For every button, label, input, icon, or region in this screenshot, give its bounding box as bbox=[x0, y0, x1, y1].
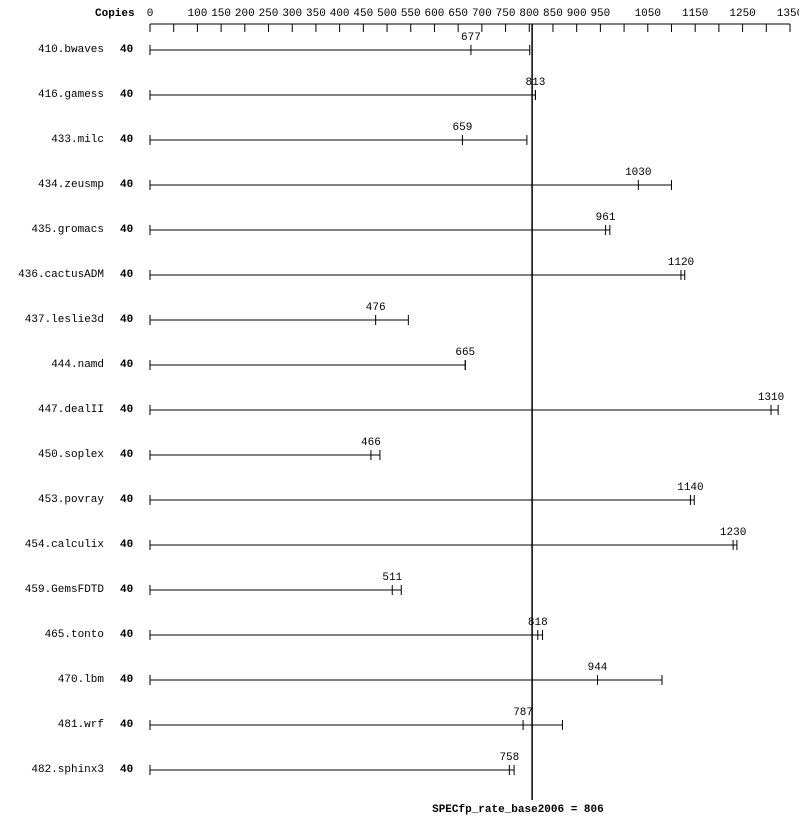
copies-value: 40 bbox=[120, 269, 133, 281]
copies-header: Copies bbox=[95, 8, 135, 20]
bench-name: 447.dealII bbox=[38, 404, 104, 416]
value-label: 961 bbox=[596, 212, 616, 224]
x-tick-label: 100 bbox=[188, 8, 208, 20]
x-tick-label: 900 bbox=[567, 8, 587, 20]
copies-value: 40 bbox=[120, 224, 133, 236]
x-tick-label: 200 bbox=[235, 8, 255, 20]
x-tick-label: 800 bbox=[519, 8, 539, 20]
x-tick-label: 450 bbox=[353, 8, 373, 20]
value-label: 476 bbox=[366, 302, 386, 314]
bench-name: 482.sphinx3 bbox=[31, 764, 104, 776]
copies-value: 40 bbox=[120, 44, 133, 56]
value-label: 813 bbox=[526, 77, 546, 89]
value-label: 466 bbox=[361, 437, 381, 449]
copies-value: 40 bbox=[120, 449, 133, 461]
bench-name: 436.cactusADM bbox=[18, 269, 104, 281]
baseline-label: SPECfp_rate_base2006 = 806 bbox=[432, 804, 604, 816]
bench-name: 444.namd bbox=[51, 359, 104, 371]
value-label: 944 bbox=[588, 662, 608, 674]
x-tick-label: 350 bbox=[306, 8, 326, 20]
copies-value: 40 bbox=[120, 584, 133, 596]
bench-name: 435.gromacs bbox=[31, 224, 104, 236]
x-tick-label: 850 bbox=[543, 8, 563, 20]
copies-value: 40 bbox=[120, 674, 133, 686]
copies-value: 40 bbox=[120, 764, 133, 776]
x-tick-label: 650 bbox=[448, 8, 468, 20]
bench-name: 450.soplex bbox=[38, 449, 104, 461]
x-tick-label: 1250 bbox=[729, 8, 755, 20]
copies-value: 40 bbox=[120, 629, 133, 641]
value-label: 1310 bbox=[758, 392, 784, 404]
value-label: 787 bbox=[513, 707, 533, 719]
value-label: 511 bbox=[382, 572, 402, 584]
value-label: 1140 bbox=[677, 482, 703, 494]
copies-value: 40 bbox=[120, 719, 133, 731]
bench-name: 470.lbm bbox=[58, 674, 104, 686]
x-tick-label: 500 bbox=[377, 8, 397, 20]
x-tick-label: 750 bbox=[496, 8, 516, 20]
spec-chart: 0100150200250300350400450500550600650700… bbox=[0, 0, 799, 831]
bench-name: 434.zeusmp bbox=[38, 179, 104, 191]
copies-value: 40 bbox=[120, 539, 133, 551]
copies-value: 40 bbox=[120, 134, 133, 146]
value-label: 1030 bbox=[625, 167, 651, 179]
copies-value: 40 bbox=[120, 179, 133, 191]
x-tick-label: 250 bbox=[259, 8, 279, 20]
bench-name: 465.tonto bbox=[45, 629, 104, 641]
bench-name: 437.leslie3d bbox=[25, 314, 104, 326]
copies-value: 40 bbox=[120, 89, 133, 101]
value-label: 677 bbox=[461, 32, 481, 44]
copies-value: 40 bbox=[120, 359, 133, 371]
bench-name: 410.bwaves bbox=[38, 44, 104, 56]
value-label: 1120 bbox=[668, 257, 694, 269]
x-tick-label: 950 bbox=[590, 8, 610, 20]
x-tick-label: 1150 bbox=[682, 8, 708, 20]
x-tick-label: 0 bbox=[147, 8, 154, 20]
x-tick-label: 400 bbox=[330, 8, 350, 20]
x-tick-label: 600 bbox=[425, 8, 445, 20]
copies-value: 40 bbox=[120, 314, 133, 326]
x-tick-label: 150 bbox=[211, 8, 231, 20]
copies-value: 40 bbox=[120, 404, 133, 416]
value-label: 665 bbox=[455, 347, 475, 359]
value-label: 659 bbox=[453, 122, 473, 134]
bench-name: 416.gamess bbox=[38, 89, 104, 101]
bench-name: 481.wrf bbox=[58, 719, 104, 731]
value-label: 1230 bbox=[720, 527, 746, 539]
bench-name: 459.GemsFDTD bbox=[25, 584, 104, 596]
x-tick-label: 1350 bbox=[777, 8, 799, 20]
x-tick-label: 300 bbox=[282, 8, 302, 20]
copies-value: 40 bbox=[120, 494, 133, 506]
value-label: 818 bbox=[528, 617, 548, 629]
value-label: 758 bbox=[499, 752, 519, 764]
bench-name: 453.povray bbox=[38, 494, 104, 506]
x-tick-label: 550 bbox=[401, 8, 421, 20]
bench-name: 454.calculix bbox=[25, 539, 104, 551]
x-tick-label: 700 bbox=[472, 8, 492, 20]
x-tick-label: 1050 bbox=[635, 8, 661, 20]
bench-name: 433.milc bbox=[51, 134, 104, 146]
